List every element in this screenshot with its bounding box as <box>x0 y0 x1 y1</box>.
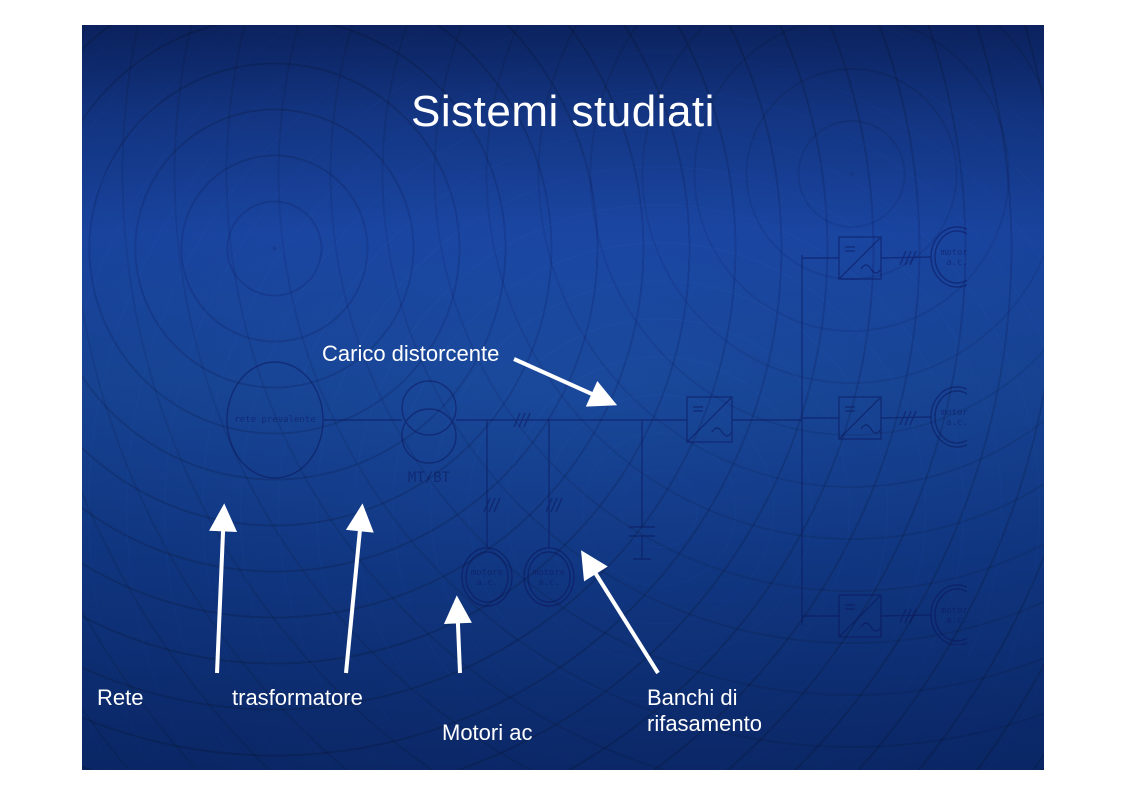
label-rete: Rete <box>97 685 143 711</box>
svg-text:motore: motore <box>941 408 967 418</box>
svg-text:motore: motore <box>471 568 504 578</box>
circuit-diagram: rete prevalenteMT/BTmotorea.c.motorea.c.… <box>167 205 967 645</box>
slide-title: Sistemi studiati <box>82 87 1044 137</box>
svg-text:motore: motore <box>941 606 967 616</box>
svg-text:a.c.: a.c. <box>538 578 560 588</box>
svg-text:motore: motore <box>941 248 967 258</box>
label-motori: Motori ac <box>442 720 532 746</box>
label-banchi: Banchi di rifasamento <box>647 685 762 737</box>
svg-text:a.c.: a.c. <box>946 258 967 268</box>
svg-text:MT/BT: MT/BT <box>408 470 451 486</box>
svg-text:a.c.: a.c. <box>476 578 498 588</box>
label-carico: Carico distorcente <box>322 341 499 367</box>
slide: Sistemi studiati rete prevalente MT/BT mot… <box>82 25 1044 770</box>
svg-text:a.c.: a.c. <box>946 418 967 428</box>
svg-text:rete prevalente: rete prevalente <box>234 415 315 425</box>
label-trasf: trasformatore <box>232 685 363 711</box>
svg-text:a.c.: a.c. <box>946 616 967 626</box>
svg-text:motore: motore <box>533 568 566 578</box>
